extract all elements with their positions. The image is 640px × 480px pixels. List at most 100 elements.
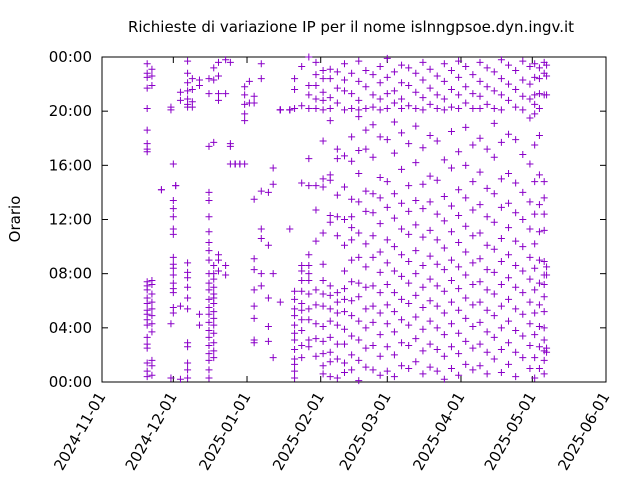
data-point	[305, 262, 313, 270]
data-point	[398, 225, 406, 233]
data-point	[543, 263, 551, 271]
data-point	[340, 340, 348, 348]
data-point	[483, 145, 491, 153]
data-point	[531, 210, 539, 218]
data-point	[490, 245, 498, 253]
data-point	[369, 190, 377, 198]
data-point	[369, 153, 377, 161]
data-point	[469, 71, 477, 79]
data-point	[291, 374, 299, 382]
data-point	[176, 96, 184, 104]
data-point	[383, 104, 391, 112]
data-point	[455, 371, 463, 379]
data-point	[455, 211, 463, 219]
data-point	[205, 341, 213, 349]
data-point	[264, 188, 272, 196]
x-tick-label: 2025-05-01	[481, 389, 540, 474]
data-point	[226, 142, 234, 150]
data-point	[176, 375, 184, 383]
data-point	[348, 278, 356, 286]
data-point	[526, 364, 534, 372]
data-point	[505, 224, 513, 232]
data-point	[205, 350, 213, 358]
data-point	[241, 117, 249, 125]
data-point	[462, 314, 470, 322]
data-point	[469, 178, 477, 186]
data-point	[390, 328, 398, 336]
data-point	[383, 236, 391, 244]
data-point	[143, 60, 151, 68]
data-point	[333, 84, 341, 92]
data-point	[390, 243, 398, 251]
data-point	[319, 88, 327, 96]
data-point	[497, 257, 505, 265]
data-point	[540, 336, 548, 344]
data-point	[462, 161, 470, 169]
data-point	[312, 182, 320, 190]
data-point	[497, 106, 505, 114]
data-point	[531, 91, 539, 99]
data-point	[210, 314, 218, 322]
data-point	[298, 327, 306, 335]
data-point	[483, 266, 491, 274]
data-point	[455, 104, 463, 112]
data-point	[426, 275, 434, 283]
data-point	[148, 290, 156, 298]
data-point	[333, 191, 341, 199]
data-point	[447, 164, 455, 172]
data-point	[376, 268, 384, 276]
data-point	[455, 306, 463, 314]
data-point	[362, 145, 370, 153]
data-point	[257, 234, 265, 242]
data-point	[210, 275, 218, 283]
data-point	[535, 104, 543, 112]
data-point	[355, 113, 363, 121]
data-point	[362, 305, 370, 313]
data-point	[326, 65, 334, 73]
data-point	[412, 247, 420, 255]
data-point	[148, 305, 156, 313]
data-point	[205, 188, 213, 196]
data-point	[348, 366, 356, 374]
data-point	[512, 305, 520, 313]
data-point	[433, 72, 441, 80]
data-point	[390, 190, 398, 198]
data-point	[398, 251, 406, 259]
data-point	[462, 83, 470, 91]
data-point	[505, 295, 513, 303]
data-point	[383, 343, 391, 351]
data-point	[157, 186, 165, 194]
data-point	[526, 225, 534, 233]
data-point	[512, 237, 520, 245]
data-point	[531, 374, 539, 382]
data-point	[326, 317, 334, 325]
data-point	[531, 141, 539, 149]
data-point	[519, 76, 527, 84]
data-point	[497, 302, 505, 310]
data-point	[326, 117, 334, 125]
data-point	[195, 321, 203, 329]
data-point	[205, 333, 213, 341]
data-point	[184, 57, 192, 65]
data-point	[476, 201, 484, 209]
data-point	[214, 90, 222, 98]
data-point	[291, 336, 299, 344]
data-point	[148, 371, 156, 379]
data-point	[167, 320, 175, 328]
y-tick-label: 12:00	[49, 211, 92, 229]
data-point	[419, 262, 427, 270]
data-point	[419, 106, 427, 114]
data-point	[340, 325, 348, 333]
data-point	[250, 255, 258, 263]
data-point	[355, 169, 363, 177]
data-point	[319, 260, 327, 268]
data-point	[476, 104, 484, 112]
data-point	[305, 251, 313, 259]
data-point	[319, 290, 327, 298]
data-point	[348, 224, 356, 232]
data-point	[405, 81, 413, 89]
data-point	[305, 104, 313, 112]
data-point	[326, 94, 334, 102]
data-point	[205, 197, 213, 205]
data-point	[184, 374, 192, 382]
